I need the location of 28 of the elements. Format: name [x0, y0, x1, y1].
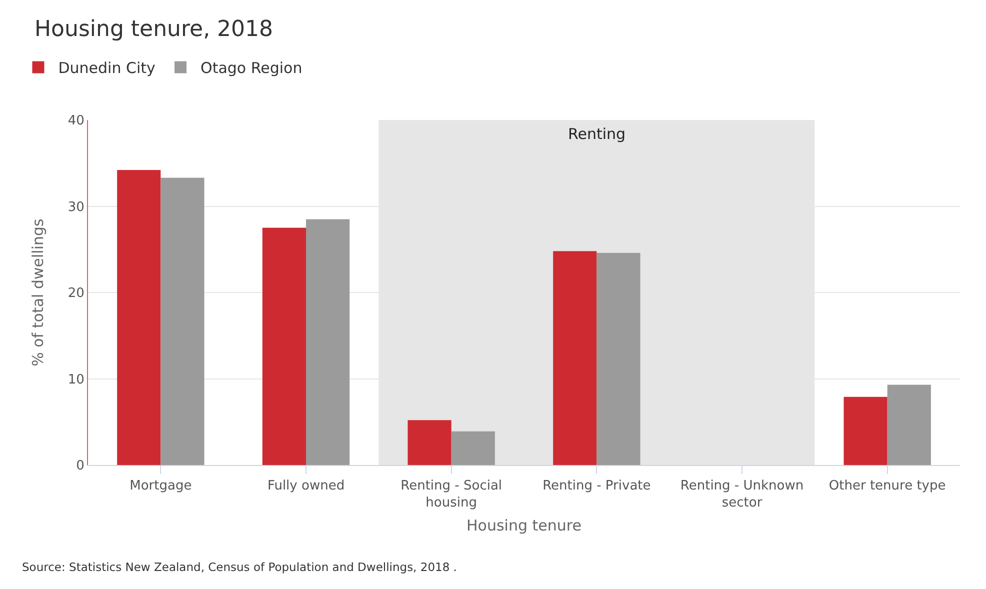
x-tick-label: Renting - Private: [542, 478, 651, 494]
bar: [117, 170, 161, 465]
x-tick-label: Other tenure type: [828, 478, 946, 494]
source-note: Source: Statistics New Zealand, Census of Population and Dwellings, 2018 .: [22, 560, 457, 574]
bar: [844, 396, 888, 465]
x-axis-title: Housing tenure: [466, 516, 582, 534]
y-tick-label: 10: [68, 372, 84, 388]
band-label: Renting: [568, 125, 626, 143]
legend-label: Dunedin City: [58, 59, 156, 78]
bar: [160, 178, 204, 465]
y-axis-title: % of total dwellings: [29, 218, 48, 366]
bar: [887, 384, 931, 465]
y-tick-label: 40: [68, 114, 84, 129]
bar: [451, 431, 495, 465]
bar: [408, 420, 452, 465]
bar: [262, 228, 306, 465]
x-tick-label: Renting - Social housing: [400, 478, 502, 510]
y-tick-label: 30: [68, 200, 84, 215]
bar: [553, 251, 597, 465]
legend-label: Otago Region: [200, 59, 302, 78]
chart-title: Housing tenure, 2018: [34, 17, 274, 42]
y-tick-label: 20: [68, 286, 84, 302]
bar: [306, 219, 350, 465]
bar: [596, 252, 640, 465]
x-tick-label: Renting - Unknown sector: [680, 478, 804, 510]
x-tick-label: Fully owned: [267, 478, 345, 494]
x-tick-label: Mortgage: [130, 478, 192, 494]
y-tick-label: 0: [76, 458, 84, 474]
